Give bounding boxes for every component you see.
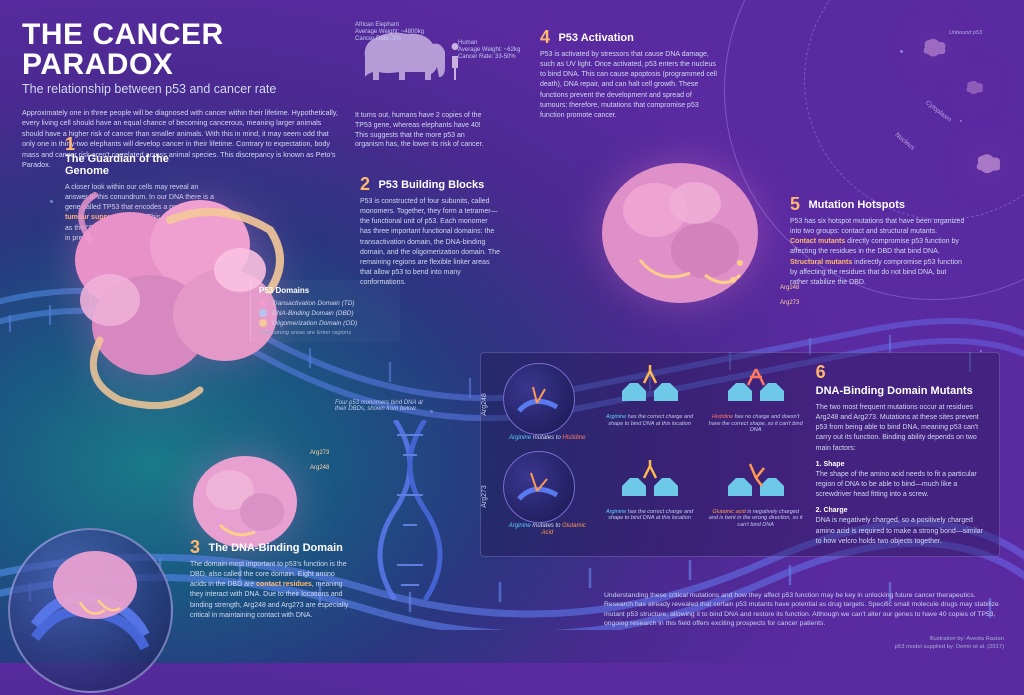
- monomer-caption: Four p53 monomers bind DNA at their DBDs…: [335, 400, 425, 412]
- arginine-fit-icon: [614, 363, 686, 409]
- mutation-protein-illustration: [585, 145, 775, 325]
- section-body: The domain most important to p53's funct…: [190, 560, 350, 621]
- dna-helix-vertical: [375, 420, 445, 600]
- legend-title: P53 Domains: [259, 286, 392, 295]
- arg248-mutation-circle: [503, 363, 575, 435]
- unbound-p53-icon: [921, 35, 949, 59]
- section-number: 2: [360, 175, 370, 193]
- section-body: P53 has six hotspot mutations that have …: [790, 217, 965, 288]
- elephant-stats: African Elephant Average Weight: ~4800kg…: [355, 22, 424, 44]
- section-4: 4 P53 Activation P53 is activated by str…: [540, 28, 720, 121]
- shape-factor: 1. ShapeThe shape of the amino acid need…: [816, 460, 987, 501]
- section-body: P53 is constructed of four subunits, cal…: [360, 197, 500, 288]
- section-heading: DNA-Binding Domain Mutants: [816, 385, 973, 397]
- section-number: 4: [540, 28, 550, 46]
- legend-row: Transactivation Domain (TD): [259, 299, 392, 307]
- unbound-p53-icon: [974, 150, 1004, 176]
- arg248-label: Arg248: [310, 465, 329, 471]
- section-heading: P53 Building Blocks: [378, 179, 484, 191]
- arg273-label: Arg273: [310, 450, 329, 456]
- legend-row: Oligomerization Domain (OD): [259, 319, 392, 327]
- p53-domains-legend: P53 Domains Transactivation Domain (TD) …: [250, 280, 400, 342]
- section-2: 2 P53 Building Blocks P53 is constructed…: [360, 175, 500, 288]
- section-heading: The DNA-Binding Domain: [208, 542, 342, 554]
- copies-text: It turns out, humans have 2 copies of th…: [355, 111, 485, 150]
- section-number: 1: [65, 135, 75, 153]
- mutation-caption: Arginine mutates to Histidine: [503, 435, 592, 443]
- section-body: P53 is activated by stressors that cause…: [540, 50, 720, 121]
- subtitle: The relationship between p53 and cancer …: [22, 82, 342, 96]
- row-label-arg273: Arg273: [481, 485, 488, 508]
- closing-text: Understanding these critical mutations a…: [604, 591, 1004, 651]
- legend-swatch: [259, 309, 267, 317]
- legend-note: *Remaining areas are linker regions: [259, 330, 392, 336]
- scale-comparison: African Elephant Average Weight: ~4800kg…: [355, 22, 480, 150]
- charge-factor: 2. ChargeDNA is negatively charged, so a…: [816, 506, 987, 547]
- section-body: The two most frequent mutations occur at…: [816, 403, 987, 454]
- row-label-arg248: Arg248: [481, 393, 488, 416]
- arg273-label-2: Arg273: [780, 300, 799, 306]
- legend-row: DNA-Binding Domain (DBD): [259, 309, 392, 317]
- mutation-caption: Arginine mutates to Glutamic Acid: [503, 523, 592, 538]
- unbound-p53-icon: [964, 78, 986, 96]
- section-number: 6: [816, 363, 826, 381]
- icon-caption: Arginine has the correct charge and shap…: [602, 414, 698, 427]
- main-title: THE CANCER PARADOX: [22, 20, 342, 80]
- section-heading: P53 Activation: [558, 32, 633, 44]
- section-number: 5: [790, 195, 800, 213]
- arg273-mutation-circle: [503, 451, 575, 523]
- section-5: 5 Mutation Hotspots P53 has six hotspot …: [790, 195, 965, 288]
- section-3: 3 The DNA-Binding Domain The domain most…: [190, 538, 350, 621]
- icon-caption: Glutamic acid is negatively charged and …: [708, 509, 804, 529]
- arg248-label-2: Arg248: [780, 285, 799, 291]
- human-stats: Human Average Weight: ~62kg Cancer Rate:…: [458, 40, 528, 62]
- legend-swatch: [259, 319, 267, 327]
- unbound-label: Unbound p53: [949, 30, 982, 36]
- credits: Illustration by: Avesta Rastan p53 model…: [604, 635, 1004, 651]
- dbd-zoom-circle: [8, 528, 173, 693]
- icon-caption: Arginine has the correct charge and shap…: [602, 509, 698, 522]
- glutamic-misfit-icon: [720, 458, 792, 504]
- dbd-mutants-panel: Arg248 Arg273 Arginine mutates to Histid…: [480, 352, 1000, 557]
- histidine-misfit-icon: [720, 363, 792, 409]
- legend-swatch: [259, 299, 267, 307]
- section-number: 3: [190, 538, 200, 556]
- section-heading: Mutation Hotspots: [808, 199, 905, 211]
- icon-caption: Histidine has no charge and doesn't have…: [708, 414, 804, 434]
- arginine-fit-icon: [614, 458, 686, 504]
